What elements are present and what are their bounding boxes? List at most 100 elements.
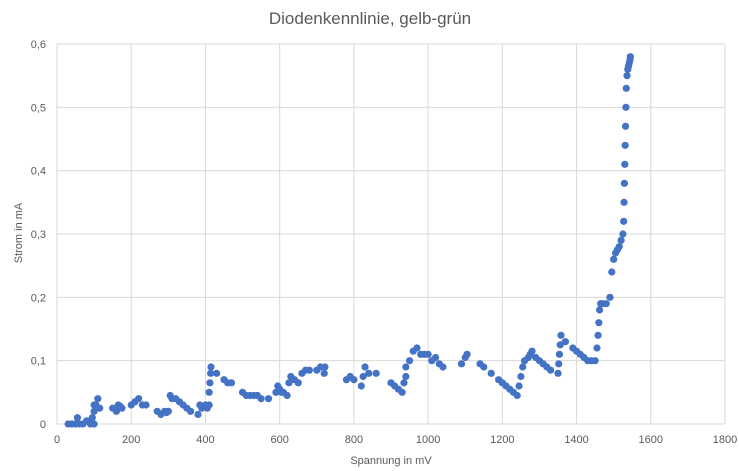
- data-point: [622, 103, 630, 111]
- data-point: [372, 369, 380, 377]
- gridlines: [56, 43, 726, 425]
- data-point: [205, 388, 213, 396]
- x-axis-label: Spannung in mV: [350, 455, 432, 467]
- data-point: [305, 366, 313, 374]
- data-point: [610, 255, 618, 263]
- data-point: [294, 379, 302, 387]
- y-tick-label: 0,2: [31, 292, 46, 304]
- data-point: [206, 379, 214, 387]
- data-point: [365, 369, 373, 377]
- tick-labels: 0 200 400 600 800 1000 1200 1400 1600 1800 0 0,1 0,2…: [31, 39, 738, 446]
- data-point: [556, 341, 564, 349]
- data-point: [283, 391, 291, 400]
- data-point: [405, 357, 414, 365]
- x-tick-label: 1200: [490, 434, 514, 446]
- y-tick-label: 0,5: [31, 102, 46, 114]
- data-points: [64, 53, 634, 428]
- data-point: [424, 350, 432, 358]
- data-point: [513, 391, 521, 400]
- data-point: [528, 347, 536, 355]
- data-point: [187, 407, 195, 415]
- x-tick-label: 1000: [416, 434, 440, 446]
- data-point: [621, 122, 630, 130]
- data-point: [457, 360, 466, 368]
- data-point: [402, 363, 410, 371]
- data-point: [615, 243, 623, 251]
- data-point: [257, 395, 265, 403]
- data-point: [608, 268, 616, 276]
- data-point: [617, 236, 625, 244]
- data-point: [561, 338, 570, 346]
- data-point: [207, 363, 215, 371]
- data-point: [593, 344, 601, 352]
- data-point: [142, 401, 150, 409]
- data-point: [118, 404, 126, 412]
- y-axis-label: Strom in mA: [13, 202, 25, 263]
- data-point: [555, 360, 563, 368]
- data-point: [515, 382, 523, 390]
- data-point: [361, 363, 369, 371]
- data-point: [285, 379, 293, 387]
- data-point: [207, 369, 215, 377]
- data-point: [620, 179, 629, 187]
- x-tick-label: 600: [270, 434, 288, 446]
- data-point: [591, 357, 599, 365]
- data-point: [621, 141, 629, 149]
- data-point: [602, 300, 610, 308]
- data-point: [554, 369, 562, 377]
- data-point: [594, 331, 602, 339]
- data-point: [517, 372, 525, 381]
- data-point: [212, 369, 221, 377]
- data-point: [623, 72, 631, 80]
- data-point: [620, 217, 628, 225]
- data-point: [194, 410, 202, 419]
- y-tick-label: 0,6: [31, 39, 46, 51]
- data-point: [621, 160, 629, 168]
- data-point: [350, 376, 358, 384]
- data-point: [398, 388, 406, 396]
- data-point: [264, 395, 273, 403]
- data-point: [439, 363, 447, 371]
- data-point: [357, 382, 365, 390]
- y-tick-label: 0,4: [31, 166, 46, 178]
- data-point: [402, 372, 410, 381]
- data-point: [164, 407, 172, 415]
- data-point: [96, 404, 104, 412]
- data-point: [619, 230, 627, 238]
- data-point: [227, 379, 236, 387]
- x-tick-label: 1400: [564, 434, 588, 446]
- data-point: [595, 306, 604, 314]
- x-tick-label: 1800: [713, 434, 737, 446]
- data-point: [135, 395, 143, 403]
- data-point: [480, 363, 488, 371]
- data-point: [413, 344, 421, 352]
- data-point: [487, 369, 495, 377]
- data-point: [620, 198, 628, 206]
- x-tick-label: 0: [54, 434, 60, 446]
- data-point: [626, 53, 634, 61]
- data-point: [90, 407, 98, 415]
- x-tick-label: 200: [122, 434, 140, 446]
- y-tick-label: 0,3: [31, 229, 46, 241]
- data-point: [73, 414, 82, 422]
- data-point: [359, 372, 367, 381]
- data-point: [112, 407, 120, 415]
- data-point: [400, 379, 408, 387]
- data-point: [555, 350, 564, 358]
- data-point: [431, 353, 440, 362]
- data-point: [606, 293, 614, 301]
- chart-title: Diodenkennlinie, gelb-grün: [269, 9, 471, 28]
- data-point: [205, 401, 213, 409]
- data-point: [557, 331, 565, 339]
- data-point: [519, 363, 527, 371]
- x-tick-label: 400: [196, 434, 214, 446]
- data-point: [88, 414, 96, 422]
- data-point: [320, 369, 328, 377]
- data-point: [90, 420, 98, 428]
- data-point: [595, 319, 603, 327]
- data-point: [622, 84, 630, 92]
- data-point: [94, 395, 102, 403]
- data-point: [463, 350, 471, 358]
